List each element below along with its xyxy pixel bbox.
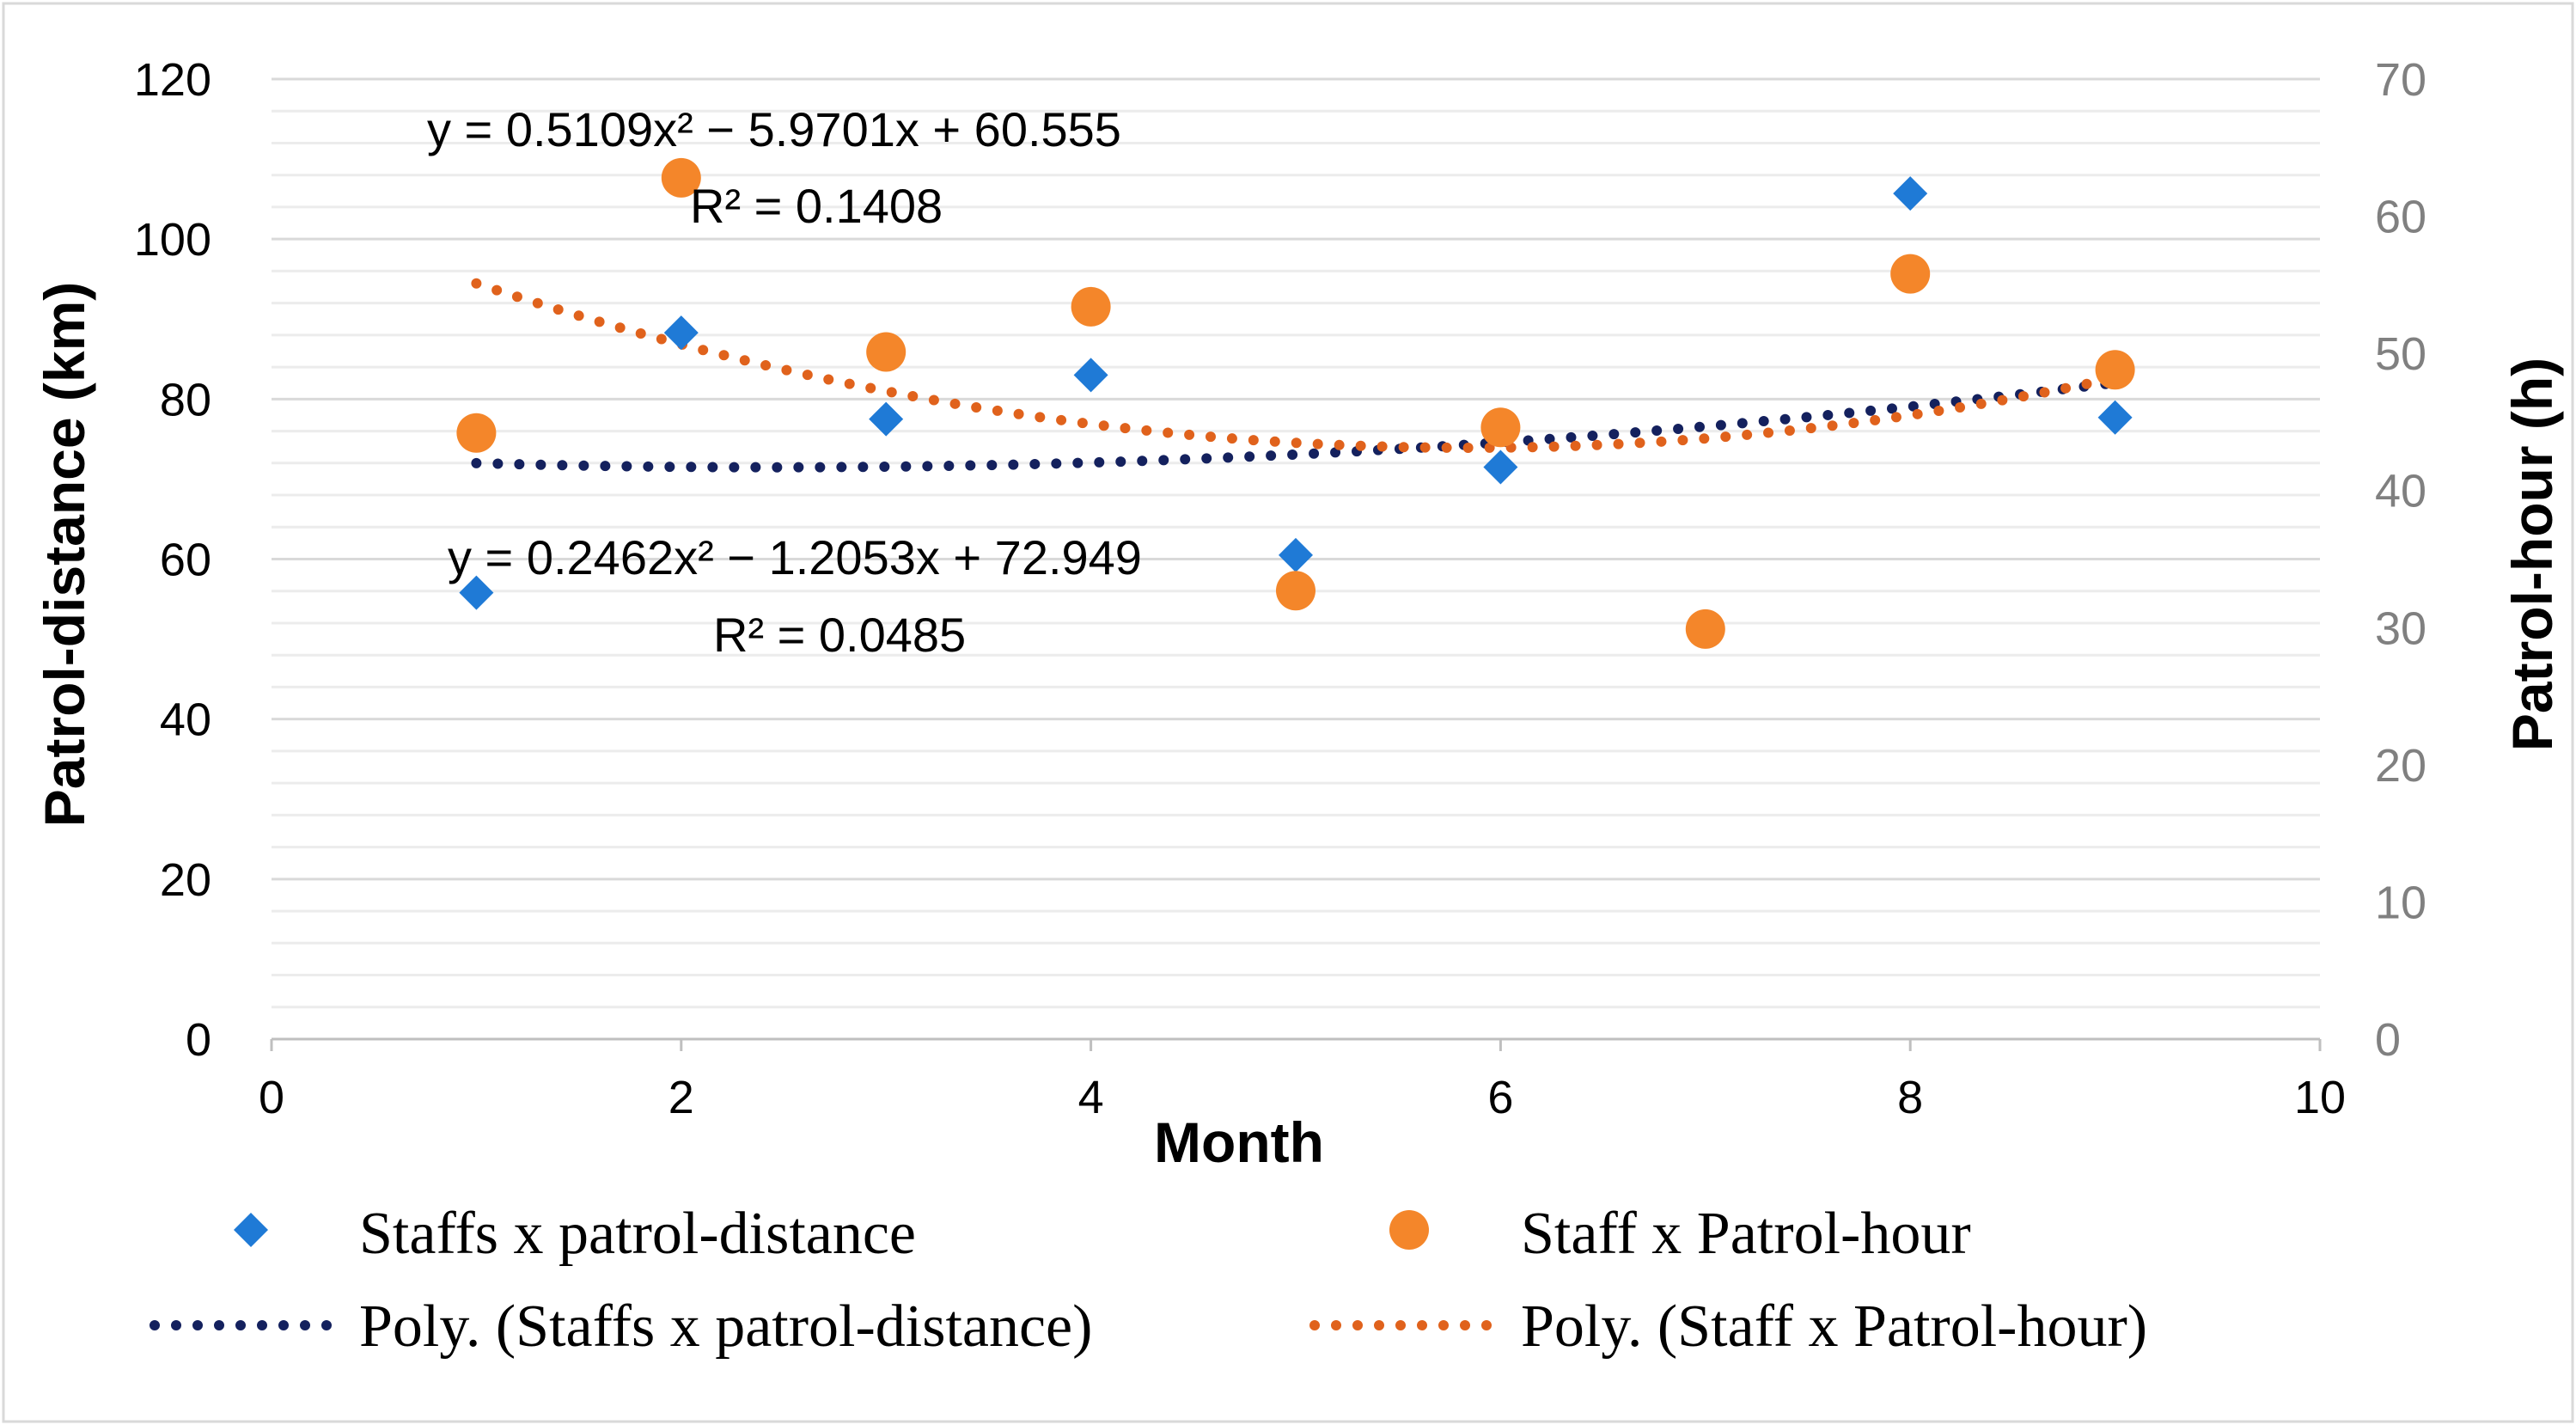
trend-r2-hour: R² = 0.1408 xyxy=(690,179,943,233)
y2-tick-label: 30 xyxy=(2375,602,2426,654)
x-tick-label: 0 xyxy=(259,1072,284,1123)
point-distance xyxy=(663,315,699,351)
legend: Staffs x patrol-distance Staff x Patrol-… xyxy=(150,1201,2147,1360)
legend-diamond xyxy=(234,1213,268,1247)
y-axis-title: Patrol-distance (km) xyxy=(33,282,96,827)
trendline-hour xyxy=(471,278,2121,453)
point-hour xyxy=(661,157,701,198)
point-hour xyxy=(1685,609,1725,649)
point-distance xyxy=(1279,537,1313,572)
legend-circle xyxy=(1389,1210,1429,1250)
point-distance xyxy=(1893,176,1928,211)
x-tick-label: 6 xyxy=(1487,1072,1513,1123)
point-hour xyxy=(866,332,906,372)
legend-marker-hour xyxy=(1389,1210,1429,1250)
gridlines xyxy=(272,77,2320,1009)
trendlines xyxy=(471,278,2121,473)
y2-tick-label: 40 xyxy=(2375,466,2426,517)
legend-label-hour-trend: Poly. (Staff x Patrol-hour) xyxy=(1521,1294,2147,1360)
y-tick-label: 120 xyxy=(134,54,211,106)
y-tick-label: 20 xyxy=(160,854,211,906)
point-hour xyxy=(456,413,497,453)
point-distance xyxy=(1073,358,1108,393)
trendline-distance xyxy=(471,377,2121,473)
point-distance xyxy=(2097,400,2133,435)
point-hour xyxy=(2095,350,2135,390)
y2-tick-label: 20 xyxy=(2375,740,2426,792)
point-hour xyxy=(1890,254,1931,294)
y-tick-label: 0 xyxy=(186,1014,211,1066)
point-hour xyxy=(1480,407,1521,448)
y2-tick-label: 0 xyxy=(2375,1014,2401,1066)
point-distance xyxy=(459,575,494,610)
point-distance xyxy=(1483,450,1518,485)
x-tick-label: 2 xyxy=(668,1072,694,1123)
x-axis-title: Month xyxy=(1154,1110,1324,1174)
y2-axis-title: Patrol-hour (h) xyxy=(2500,358,2564,751)
y-tick-label: 60 xyxy=(160,535,211,586)
legend-label-distance-trend: Poly. (Staffs x patrol-distance) xyxy=(359,1294,1092,1360)
trend-equation-hour: y = 0.5109x² − 5.9701x + 60.555 xyxy=(427,102,1121,156)
y2-tick-label: 10 xyxy=(2375,877,2426,928)
y-tick-label: 80 xyxy=(160,374,211,425)
point-hour xyxy=(1071,286,1111,327)
y2-tick-label: 50 xyxy=(2375,328,2426,380)
x-tick-label: 8 xyxy=(1897,1072,1923,1123)
x-tick-label: 10 xyxy=(2294,1072,2346,1123)
trend-equation-distance: y = 0.2462x² − 1.2053x + 72.949 xyxy=(448,530,1142,584)
point-hour xyxy=(1276,571,1315,611)
point-distance xyxy=(869,401,904,437)
x-tick-label: 4 xyxy=(1078,1072,1104,1123)
legend-marker-distance xyxy=(234,1213,268,1247)
y2-tick-label: 70 xyxy=(2375,54,2426,106)
axes xyxy=(270,1037,2322,1051)
legend-label-hour: Staff x Patrol-hour xyxy=(1521,1201,1971,1267)
data-points xyxy=(456,157,2135,649)
trend-r2-distance: R² = 0.0485 xyxy=(713,608,966,662)
y2-tick-label: 60 xyxy=(2375,192,2426,243)
y-tick-label: 40 xyxy=(160,694,211,746)
y-tick-label: 100 xyxy=(134,214,211,266)
legend-label-distance: Staffs x patrol-distance xyxy=(359,1201,916,1267)
